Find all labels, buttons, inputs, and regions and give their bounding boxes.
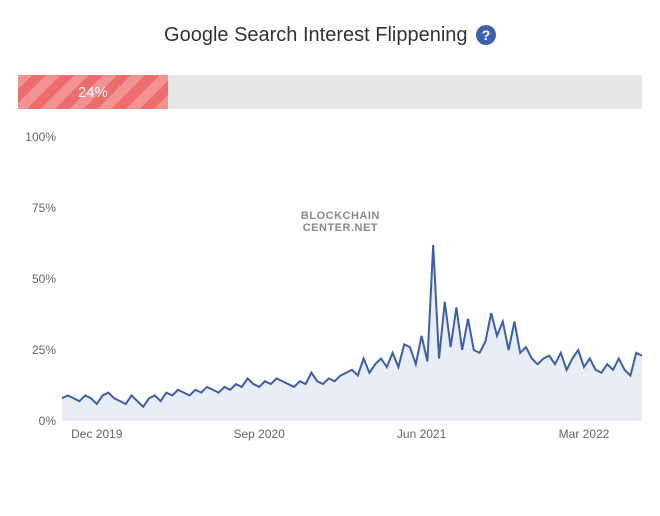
x-tick: Jun 2021	[397, 427, 446, 441]
y-tick: 50%	[32, 272, 56, 286]
help-icon[interactable]: ?	[476, 25, 496, 45]
y-tick: 100%	[25, 130, 56, 144]
x-axis: Dec 2019 Sep 2020 Jun 2021 Mar 2022	[62, 421, 642, 447]
chart-block: 0%25%50%75%100% BLOCKCHAIN CENTER.NET De…	[18, 137, 642, 447]
chart-title: Google Search Interest Flippening	[164, 24, 468, 46]
y-tick: 0%	[39, 414, 56, 428]
progress-bar: 24%	[18, 75, 642, 109]
plot-area: BLOCKCHAIN CENTER.NET	[62, 137, 642, 421]
progress-label: 24%	[18, 75, 168, 109]
x-tick: Dec 2019	[71, 427, 122, 441]
y-tick: 25%	[32, 343, 56, 357]
y-axis: 0%25%50%75%100%	[18, 137, 62, 421]
x-tick: Sep 2020	[233, 427, 284, 441]
area-path	[62, 245, 642, 421]
line-chart-svg	[62, 137, 642, 421]
y-tick: 75%	[32, 201, 56, 215]
title-row: Google Search Interest Flippening ?	[18, 24, 642, 47]
widget-container: Google Search Interest Flippening ? 24% …	[0, 0, 660, 457]
x-tick: Mar 2022	[559, 427, 610, 441]
